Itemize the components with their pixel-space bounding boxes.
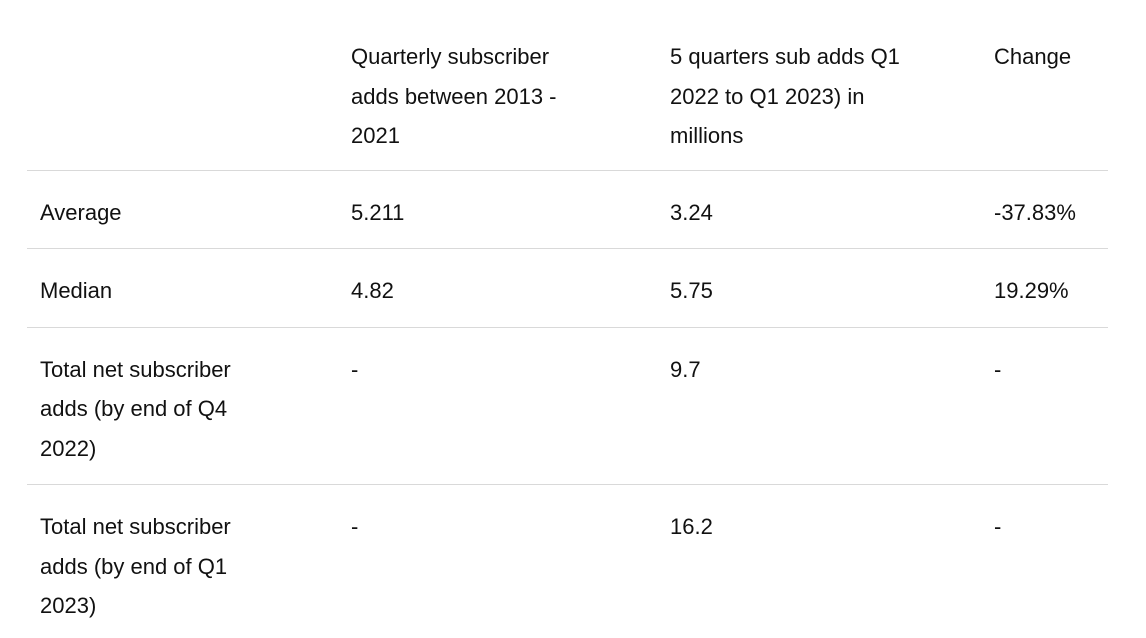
row-label: Total net subscriber adds (by end of Q1 …	[40, 514, 231, 618]
column-header-empty	[27, 0, 351, 170]
table-row-total-q4-2022: Total net subscriber adds (by end of Q4 …	[27, 327, 1108, 485]
table-row-median: Median 4.82 5.75 19.29%	[27, 249, 1108, 327]
row-label: Total net subscriber adds (by end of Q4 …	[40, 356, 231, 461]
table-row-average: Average 5.211 3.24 -37.83%	[27, 170, 1108, 249]
cell-recent-value: 9.7	[670, 356, 701, 382]
cell-recent-value: 5.75	[670, 278, 713, 303]
cell-recent-value: 16.2	[670, 514, 713, 539]
column-header-recent-adds: 5 quarters sub adds Q1 2022 to Q1 2023) …	[670, 44, 900, 148]
cell-change-value: 19.29%	[994, 278, 1069, 303]
cell-historical-value: 5.211	[351, 199, 405, 225]
column-header-historical-adds: Quarterly subscriber adds between 2013 -…	[351, 44, 557, 148]
header-row: Quarterly subscriber adds between 2013 -…	[27, 0, 1108, 170]
column-header-change: Change	[994, 44, 1072, 69]
cell-historical-value: -	[351, 514, 359, 539]
cell-historical-value: -	[351, 356, 359, 382]
row-label: Average	[40, 199, 122, 225]
cell-change-value: -	[994, 356, 1002, 382]
cell-recent-value: 3.24	[670, 199, 713, 225]
table-row-total-q1-2023: Total net subscriber adds (by end of Q1 …	[27, 485, 1108, 638]
cell-historical-value: 4.82	[351, 278, 394, 303]
cell-change-value: -	[994, 514, 1002, 539]
cell-change-value: -37.83%	[994, 199, 1076, 225]
row-label: Median	[40, 278, 113, 303]
subscriber-adds-table: Quarterly subscriber adds between 2013 -…	[27, 0, 1108, 638]
